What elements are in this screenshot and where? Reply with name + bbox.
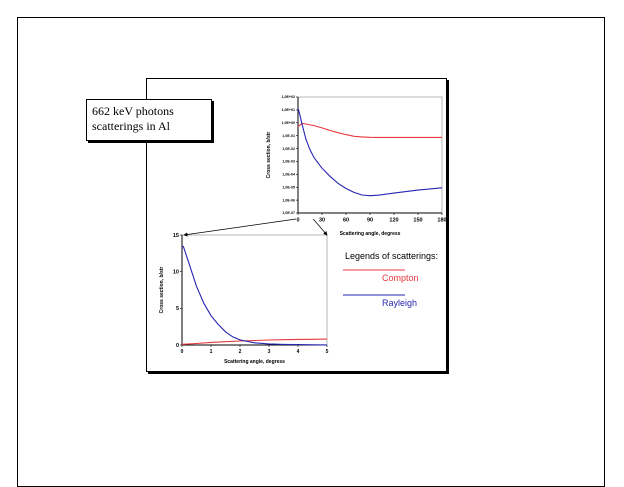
zoom-indicator (183, 218, 328, 237)
x-tick-label: 150 (413, 218, 422, 224)
x-tick-label: 30 (319, 218, 325, 224)
x-tick-label: 5 (326, 349, 329, 355)
y-tick-label: 1,0E-01 (282, 134, 295, 138)
y-tick-label: 1,0E+00 (282, 121, 296, 125)
x-tick-label: 120 (389, 218, 398, 224)
title-line-2: scatterings in Al (92, 119, 170, 133)
y-tick-label: 1,0E+02 (282, 95, 296, 99)
legend-label-rayleigh: Rayleigh (382, 298, 418, 308)
y-tick-label: 1,0E-02 (282, 147, 295, 151)
y-axis-label: Cross section, b/str (266, 132, 272, 179)
x-tick-label: 2 (239, 349, 242, 355)
series-line-rayleigh (297, 108, 443, 197)
y-tick-label: 1,0E-07 (282, 211, 295, 215)
y-tick-label: 15 (173, 233, 179, 239)
plot-area (181, 234, 328, 346)
x-tick-label: 3 (268, 349, 271, 355)
y-tick-label: 1,0E+01 (282, 108, 296, 112)
zoom-line-left (183, 218, 297, 237)
title-box: 662 keV photons scatterings in Al (86, 99, 212, 141)
zoom-line-right (312, 218, 328, 236)
x-tick-label: 90 (367, 218, 373, 224)
x-tick-label: 180 (437, 218, 446, 224)
series-line-compton (181, 338, 328, 345)
chart-canvas: 1,0E-07 1,0E-06 1,0E-05 1,0E-04 1,0E-03 1,0E-… (159, 95, 447, 365)
x-tick-label: 0 (296, 218, 299, 224)
x-tick-label: 0 (181, 349, 184, 355)
log-plot: 1,0E-07 1,0E-06 1,0E-05 1,0E-04 1,0E-03 1,0E-… (266, 95, 447, 237)
y-tick-label: 1,0E-06 (282, 198, 295, 202)
x-axis-label: Scattering angle, degress (340, 231, 401, 237)
legend-title: Legends of scatterings: (345, 251, 439, 261)
y-tick-label: 10 (173, 270, 179, 276)
legend-label-compton: Compton (382, 273, 419, 283)
x-tick-label: 4 (297, 349, 300, 355)
series-line-compton (297, 122, 442, 138)
y-tick-label: 1,0E-04 (282, 173, 295, 177)
y-tick-label: 5 (176, 306, 179, 312)
y-axis-label: Cross section, b/str (159, 267, 165, 314)
x-tick-label: 60 (343, 218, 349, 224)
x-axis-label: Scattering angle, degress (224, 359, 285, 365)
y-tick-label: 0 (176, 343, 179, 349)
linear-plot: 0 5 10 15 0 1 2 3 4 5 Scattering angle, degress Cro… (159, 233, 329, 365)
x-tick-label: 1 (210, 349, 213, 355)
series-line-rayleigh (181, 245, 328, 346)
y-tick-label: 1,0E-03 (282, 160, 295, 164)
y-tick-label: 1,0E-05 (282, 185, 295, 189)
title-line-1: 662 keV photons (92, 104, 174, 118)
